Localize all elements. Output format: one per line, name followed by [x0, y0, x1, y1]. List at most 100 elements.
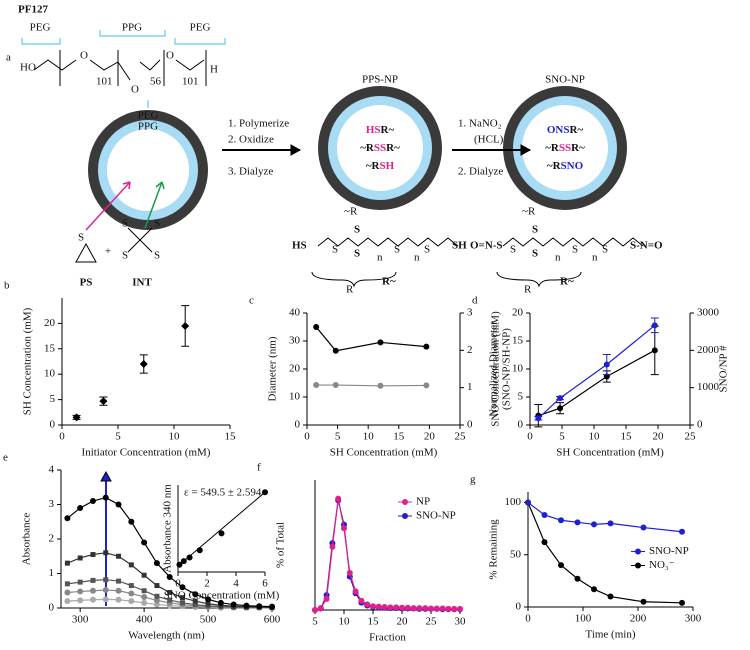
data-point — [217, 599, 224, 606]
block-label: PEG — [30, 22, 51, 34]
y-tick-label: 20 — [512, 307, 524, 319]
atom: S — [154, 250, 160, 262]
structure-label: O=N-S — [470, 240, 503, 252]
data-point — [335, 495, 342, 502]
y-tick-label: 10 — [44, 368, 56, 380]
pps-bracket — [311, 271, 397, 288]
core-line: ~RSH — [366, 160, 395, 172]
y-tick-label: 1 — [49, 567, 55, 579]
data-point — [410, 605, 417, 612]
formula-part: O — [166, 50, 174, 62]
data-point — [116, 553, 122, 559]
block-label: PPG — [122, 22, 142, 34]
y-tick-label: 0 — [295, 419, 301, 431]
y-tick-label: 40 — [289, 307, 301, 319]
data-point — [72, 413, 81, 422]
legend-marker — [635, 548, 641, 555]
data-point — [99, 397, 108, 406]
core-part: SNO — [561, 160, 584, 172]
structure-label: SH — [452, 240, 467, 252]
y-tick-label: 10 — [512, 363, 524, 375]
data-point — [423, 343, 430, 350]
shell-label: PPG — [138, 121, 158, 133]
x-axis-label: Fraction — [369, 632, 406, 644]
y-axis-label: % of Total — [275, 522, 287, 568]
data-point — [154, 593, 160, 599]
data-point — [557, 395, 564, 402]
data-point — [128, 590, 135, 597]
structure-label: S — [532, 248, 538, 260]
structure-label: n — [414, 252, 420, 264]
data-point — [166, 573, 173, 580]
arrow-step2-head — [520, 144, 532, 156]
data-point — [141, 572, 147, 578]
data-point — [640, 598, 647, 605]
data-point — [230, 601, 237, 608]
np-core — [522, 105, 608, 191]
y2-tick-label: 3 — [467, 307, 473, 319]
x-tick-label: 100 — [575, 613, 592, 625]
y2-tick-label: 1 — [467, 381, 473, 393]
data-point — [64, 589, 71, 596]
data-point — [651, 322, 658, 329]
panel-label: c — [249, 295, 254, 307]
data-point — [153, 601, 160, 608]
data-point — [102, 596, 109, 603]
core-part: ~R — [547, 160, 562, 172]
plus: + — [105, 246, 111, 258]
ps-ring — [75, 242, 97, 263]
data-point — [192, 602, 198, 608]
step: (HCL) — [474, 134, 504, 146]
data-point — [180, 558, 187, 565]
np-title: PPS-NP — [362, 74, 398, 86]
x-tick-label: 500 — [200, 614, 217, 626]
data-point — [370, 603, 376, 610]
data-point — [89, 596, 96, 603]
y-axis-label: Absorbance 340 nm — [162, 484, 174, 573]
core-line: ~RSSR~ — [545, 142, 585, 154]
formula-brackets — [59, 50, 207, 86]
arrow-step1-head — [290, 144, 302, 156]
y-tick-label: 30 — [289, 335, 301, 347]
series-line — [527, 502, 683, 604]
data-point — [433, 605, 440, 612]
structure-label: S — [424, 244, 430, 256]
y2-tick-label: 2000 — [697, 344, 720, 356]
data-point — [102, 587, 109, 594]
x-tick-label: 20 — [653, 431, 665, 443]
x-tick-label: 15 — [225, 431, 237, 443]
data-point — [317, 605, 324, 612]
x-tick-label: 0 — [59, 431, 65, 443]
data-point — [77, 588, 84, 595]
x-tick-label: 400 — [136, 614, 153, 626]
x-tick-label: 20 — [424, 431, 436, 443]
step: 2. Oxidize — [228, 134, 274, 146]
data-point — [607, 520, 614, 527]
series-line — [538, 349, 656, 417]
sno-backbone — [502, 237, 644, 247]
y2-axis-label: SNO/NP # — [718, 345, 730, 392]
data-point — [557, 405, 564, 412]
data-point — [423, 382, 430, 389]
data-point — [116, 578, 122, 584]
panel-label: f — [257, 462, 261, 474]
x-tick-label: 15 — [393, 431, 405, 443]
data-point — [192, 598, 198, 604]
series-line — [537, 324, 656, 419]
legend-entry: SNO-NP — [416, 510, 456, 522]
x-tick-label: 200 — [630, 613, 647, 625]
data-point — [535, 415, 542, 422]
x-tick-label: 15 — [368, 616, 380, 628]
core-part: SS — [374, 142, 386, 154]
data-point — [90, 552, 96, 558]
x-tick-label: 5 — [559, 431, 565, 443]
data-point — [64, 581, 70, 587]
data-point — [141, 599, 148, 606]
y-tick-label: 4 — [49, 464, 55, 476]
series-line — [315, 326, 427, 352]
panel-label: d — [472, 295, 478, 307]
data-point — [186, 554, 193, 561]
data-point — [128, 583, 134, 589]
series-line — [316, 384, 427, 387]
structure-label: R~ — [560, 276, 574, 288]
